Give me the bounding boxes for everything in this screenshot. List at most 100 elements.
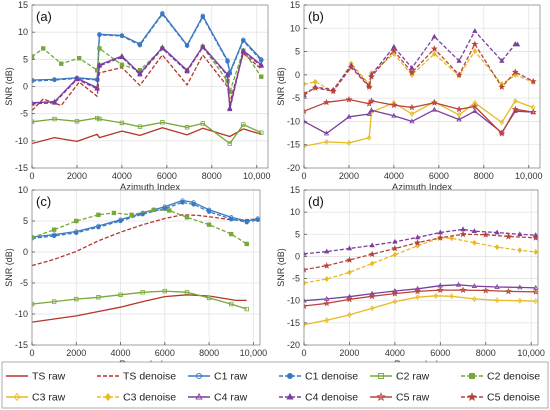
series-line-ts-raw bbox=[32, 294, 247, 323]
data-point-c2-denoise bbox=[259, 74, 264, 79]
data-point-c3-denoise bbox=[324, 276, 330, 283]
data-point-c4-denoise bbox=[437, 229, 443, 235]
data-point-c2-raw bbox=[118, 292, 123, 297]
series-line-c2-raw bbox=[32, 290, 247, 310]
data-point-c1-denoise bbox=[244, 220, 249, 225]
y-tick-label: -10 bbox=[287, 116, 300, 126]
y-tick-label: 0 bbox=[23, 247, 28, 257]
data-point-c2-denoise bbox=[167, 208, 172, 213]
data-point-c4-raw bbox=[455, 281, 462, 287]
data-point-c5-denoise bbox=[367, 73, 375, 80]
x-tick-label: 8000 bbox=[474, 171, 494, 181]
legend-label-c4-raw: C4 raw bbox=[214, 392, 248, 404]
series-line-c3-raw bbox=[304, 295, 536, 326]
data-point-c1-denoise bbox=[184, 43, 190, 48]
legend-label-c4-denoise: C4 denoise bbox=[305, 392, 358, 404]
x-tick-label: 10,000 bbox=[515, 171, 543, 181]
data-point-c3-raw bbox=[415, 294, 420, 301]
data-point-c2-denoise bbox=[244, 241, 249, 247]
x-tick-label: 4000 bbox=[384, 171, 404, 181]
data-point-c3-raw bbox=[472, 295, 477, 302]
data-point-c5-denoise bbox=[408, 68, 416, 76]
axes-frame bbox=[303, 189, 539, 346]
y-tick-label: -5 bbox=[20, 278, 28, 288]
data-point-c5-denoise bbox=[414, 239, 422, 246]
data-point-c4-raw bbox=[323, 130, 330, 136]
series-group bbox=[32, 10, 264, 146]
data-point-c4-denoise bbox=[258, 62, 264, 68]
data-point-c3-raw bbox=[517, 297, 523, 304]
series-line-c4-denoise bbox=[304, 228, 536, 255]
data-point-c5-denoise bbox=[365, 83, 373, 90]
data-point-c3-raw bbox=[512, 97, 518, 104]
panel-label: (b) bbox=[308, 9, 324, 24]
data-point-c3-denoise bbox=[517, 247, 523, 254]
data-point-c5-denoise bbox=[391, 244, 399, 252]
panel-label: (a) bbox=[36, 9, 52, 24]
y-tick-label: -5 bbox=[292, 93, 300, 103]
data-point-c5-denoise bbox=[347, 63, 355, 71]
data-point-c5-raw bbox=[304, 107, 308, 115]
x-tick-label: 10,000 bbox=[240, 348, 268, 358]
y-tick-label: 15 bbox=[290, 0, 300, 10]
data-point-c2-denoise bbox=[184, 215, 190, 220]
data-point-c3-raw bbox=[304, 143, 307, 150]
data-point-c3-denoise bbox=[494, 244, 500, 251]
data-point-c4-denoise bbox=[392, 238, 398, 244]
data-point-c4-denoise bbox=[96, 62, 103, 68]
data-point-c5-raw bbox=[482, 286, 490, 294]
data-point-c2-denoise bbox=[59, 61, 64, 66]
data-point-c5-denoise bbox=[329, 87, 337, 95]
data-point-c2-raw bbox=[162, 288, 168, 294]
y-axis-label: SNR (dB) bbox=[4, 248, 14, 287]
data-point-c4-raw bbox=[366, 110, 372, 116]
x-tick-label: 2000 bbox=[339, 171, 359, 181]
series-group bbox=[304, 28, 537, 150]
data-point-c1-denoise bbox=[140, 211, 145, 217]
data-point-c4-denoise bbox=[471, 228, 478, 234]
data-point-c3-denoise bbox=[432, 50, 437, 57]
data-point-c5-denoise bbox=[304, 89, 308, 97]
data-point-c2-raw bbox=[241, 122, 246, 127]
series-line-c2-denoise bbox=[32, 209, 248, 245]
data-point-c5-raw bbox=[511, 105, 519, 113]
series-line-c5-denoise bbox=[304, 43, 534, 95]
data-point-c3-raw bbox=[347, 311, 352, 318]
data-point-c4-denoise bbox=[119, 54, 125, 59]
data-point-c1-denoise bbox=[52, 77, 57, 83]
y-tick-label: -5 bbox=[20, 109, 28, 119]
y-tick-label: 5 bbox=[23, 54, 28, 64]
x-tick-label: 10,000 bbox=[243, 171, 271, 181]
data-point-c2-denoise bbox=[129, 212, 134, 217]
legend-marker-c4-denoise bbox=[286, 392, 294, 400]
data-point-c3-denoise bbox=[449, 235, 454, 242]
x-tick-label: 2000 bbox=[66, 348, 86, 358]
panel-label: (c) bbox=[36, 194, 51, 209]
y-tick-label: -10 bbox=[15, 309, 28, 319]
y-tick-label: 15 bbox=[290, 185, 300, 195]
x-tick-label: 6000 bbox=[430, 348, 450, 358]
y-tick-label: -5 bbox=[292, 274, 300, 284]
y-tick-label: 15 bbox=[18, 0, 28, 10]
x-tick-label: 8000 bbox=[202, 171, 222, 181]
data-point-c4-denoise bbox=[32, 100, 35, 106]
axes-frame bbox=[31, 189, 261, 346]
chart-panel-2: 0 2000 4000 6000 8000 10,000 -20 -15 -10 -5 0 5 10 15… bbox=[276, 0, 543, 193]
y-tick-label: -20 bbox=[287, 340, 300, 350]
data-point-c4-raw bbox=[391, 112, 397, 118]
data-point-c4-raw bbox=[456, 116, 462, 122]
series-line-c4-raw bbox=[32, 45, 262, 109]
data-point-c4-denoise bbox=[94, 85, 100, 91]
data-point-c4-denoise bbox=[346, 245, 353, 251]
data-point-c4-raw bbox=[494, 283, 500, 289]
series-line-c3-raw bbox=[304, 100, 534, 147]
x-tick-label: 6000 bbox=[155, 348, 175, 358]
data-point-c3-raw bbox=[433, 292, 439, 299]
plot-area bbox=[32, 190, 260, 345]
data-point-c5-raw bbox=[455, 105, 463, 113]
y-tick-label: -15 bbox=[287, 318, 300, 328]
data-point-c5-denoise bbox=[430, 45, 438, 52]
series-line-c2-raw bbox=[32, 117, 262, 145]
data-point-c3-raw bbox=[392, 298, 398, 305]
data-point-c5-denoise bbox=[471, 40, 479, 48]
